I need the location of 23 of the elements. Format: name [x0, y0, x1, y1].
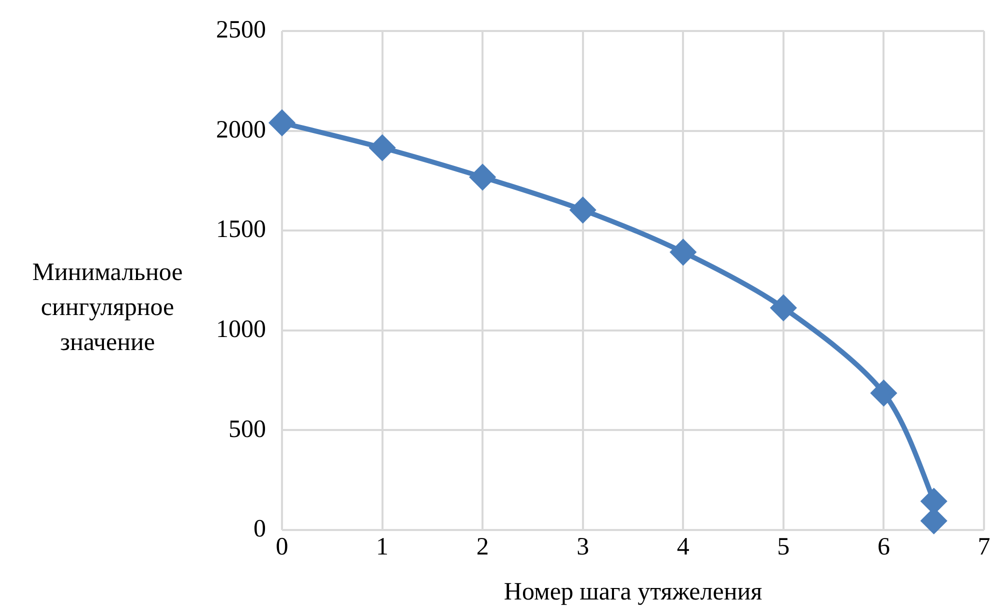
x-tick-label: 7: [978, 534, 990, 561]
y-axis-title: Минимальное сингулярное значение: [31, 258, 184, 358]
point: [770, 295, 796, 320]
point: [871, 380, 896, 406]
x-axis-title: Номер шага утяжеления: [504, 578, 763, 606]
y-tick-label: 2500: [216, 16, 266, 44]
y-tick-label: 1000: [216, 316, 266, 343]
point: [370, 135, 395, 160]
y-tick-label: 0: [254, 516, 266, 543]
x-tick-label: 1: [376, 534, 389, 561]
point: [570, 198, 596, 223]
y-tick-label: 500: [228, 416, 266, 443]
point: [470, 164, 496, 190]
x-tick-label: 6: [877, 534, 890, 561]
point: [270, 110, 294, 136]
y-tick-label: 1500: [216, 216, 266, 244]
point: [670, 240, 696, 265]
x-tick-label: 2: [476, 534, 489, 561]
x-tick-label: 0: [276, 534, 288, 561]
x-tick-label: 3: [576, 534, 590, 561]
x-tick-label: 5: [777, 534, 790, 561]
x-tick-label: 4: [676, 534, 690, 561]
y-tick-label: 2000: [216, 116, 266, 144]
